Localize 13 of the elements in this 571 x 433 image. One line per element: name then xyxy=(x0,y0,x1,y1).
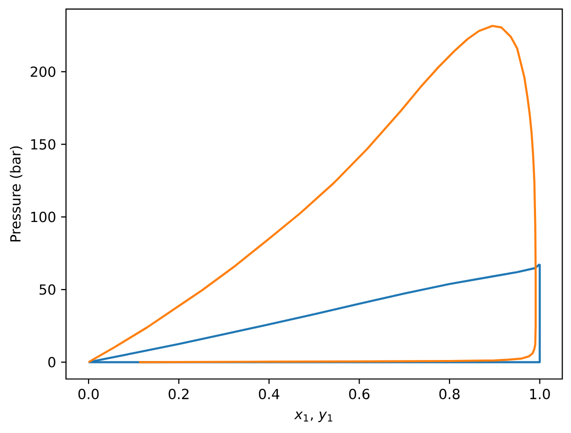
y-tick-label: 150 xyxy=(31,139,56,150)
y-tick-label: 50 xyxy=(40,284,56,295)
x-tick-label: 0.2 xyxy=(168,388,188,400)
y-axis-title: Pressure (bar) xyxy=(10,146,22,242)
y-tick-label: 100 xyxy=(31,212,56,222)
x-tick-label: 0.8 xyxy=(439,388,460,400)
x-tick-label: 1.0 xyxy=(530,388,550,400)
y-tick-label: 0 xyxy=(48,356,56,368)
x-axis-title: x$_{1}$, y$_{1}$ xyxy=(294,412,332,422)
y-tick-label: 200 xyxy=(30,66,56,77)
x-tick-label: 0.6 xyxy=(349,388,370,400)
x-tick-label: 0.4 xyxy=(258,388,280,400)
x-tick-label: 0.0 xyxy=(78,388,99,400)
